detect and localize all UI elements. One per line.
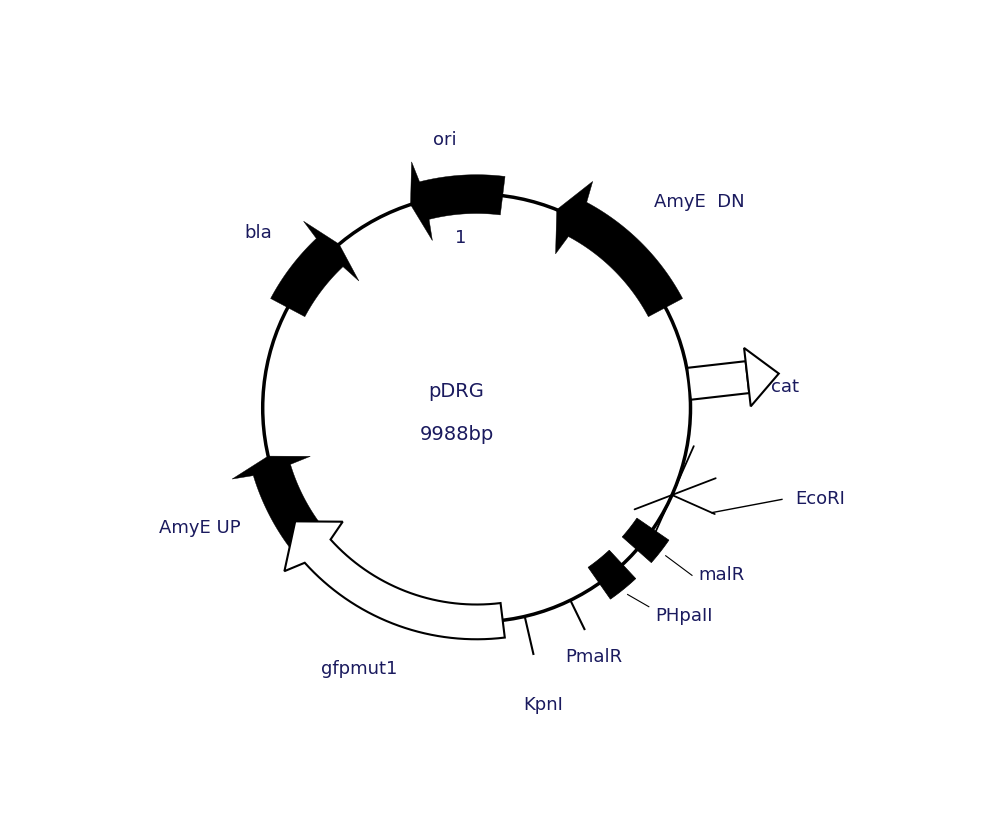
Text: KpnI: KpnI (523, 695, 563, 714)
Text: PHpaII: PHpaII (656, 606, 713, 625)
Polygon shape (622, 518, 669, 562)
Text: AmyE UP: AmyE UP (159, 520, 240, 538)
Text: ori: ori (433, 131, 457, 149)
Polygon shape (687, 361, 749, 400)
Polygon shape (411, 162, 505, 241)
Text: EcoRI: EcoRI (795, 490, 845, 508)
Text: pDRG: pDRG (429, 382, 484, 401)
Polygon shape (271, 221, 359, 317)
Text: PmalR: PmalR (565, 648, 622, 667)
Polygon shape (744, 348, 779, 406)
Text: AmyE  DN: AmyE DN (654, 193, 745, 211)
Polygon shape (556, 181, 683, 317)
Text: bla: bla (244, 224, 272, 242)
Text: malR: malR (699, 566, 745, 584)
Text: 1: 1 (455, 229, 467, 247)
Polygon shape (588, 550, 636, 599)
Text: cat: cat (771, 379, 799, 397)
Polygon shape (284, 521, 505, 639)
Text: gfpmut1: gfpmut1 (321, 660, 397, 678)
Polygon shape (232, 456, 323, 552)
Text: 9988bp: 9988bp (419, 425, 494, 444)
